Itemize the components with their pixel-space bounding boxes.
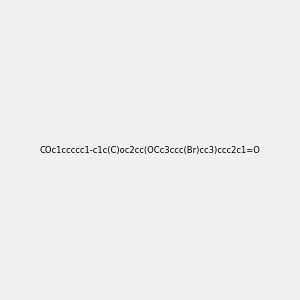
Text: COc1ccccc1-c1c(C)oc2cc(OCc3ccc(Br)cc3)ccc2c1=O: COc1ccccc1-c1c(C)oc2cc(OCc3ccc(Br)cc3)cc… xyxy=(40,146,260,154)
